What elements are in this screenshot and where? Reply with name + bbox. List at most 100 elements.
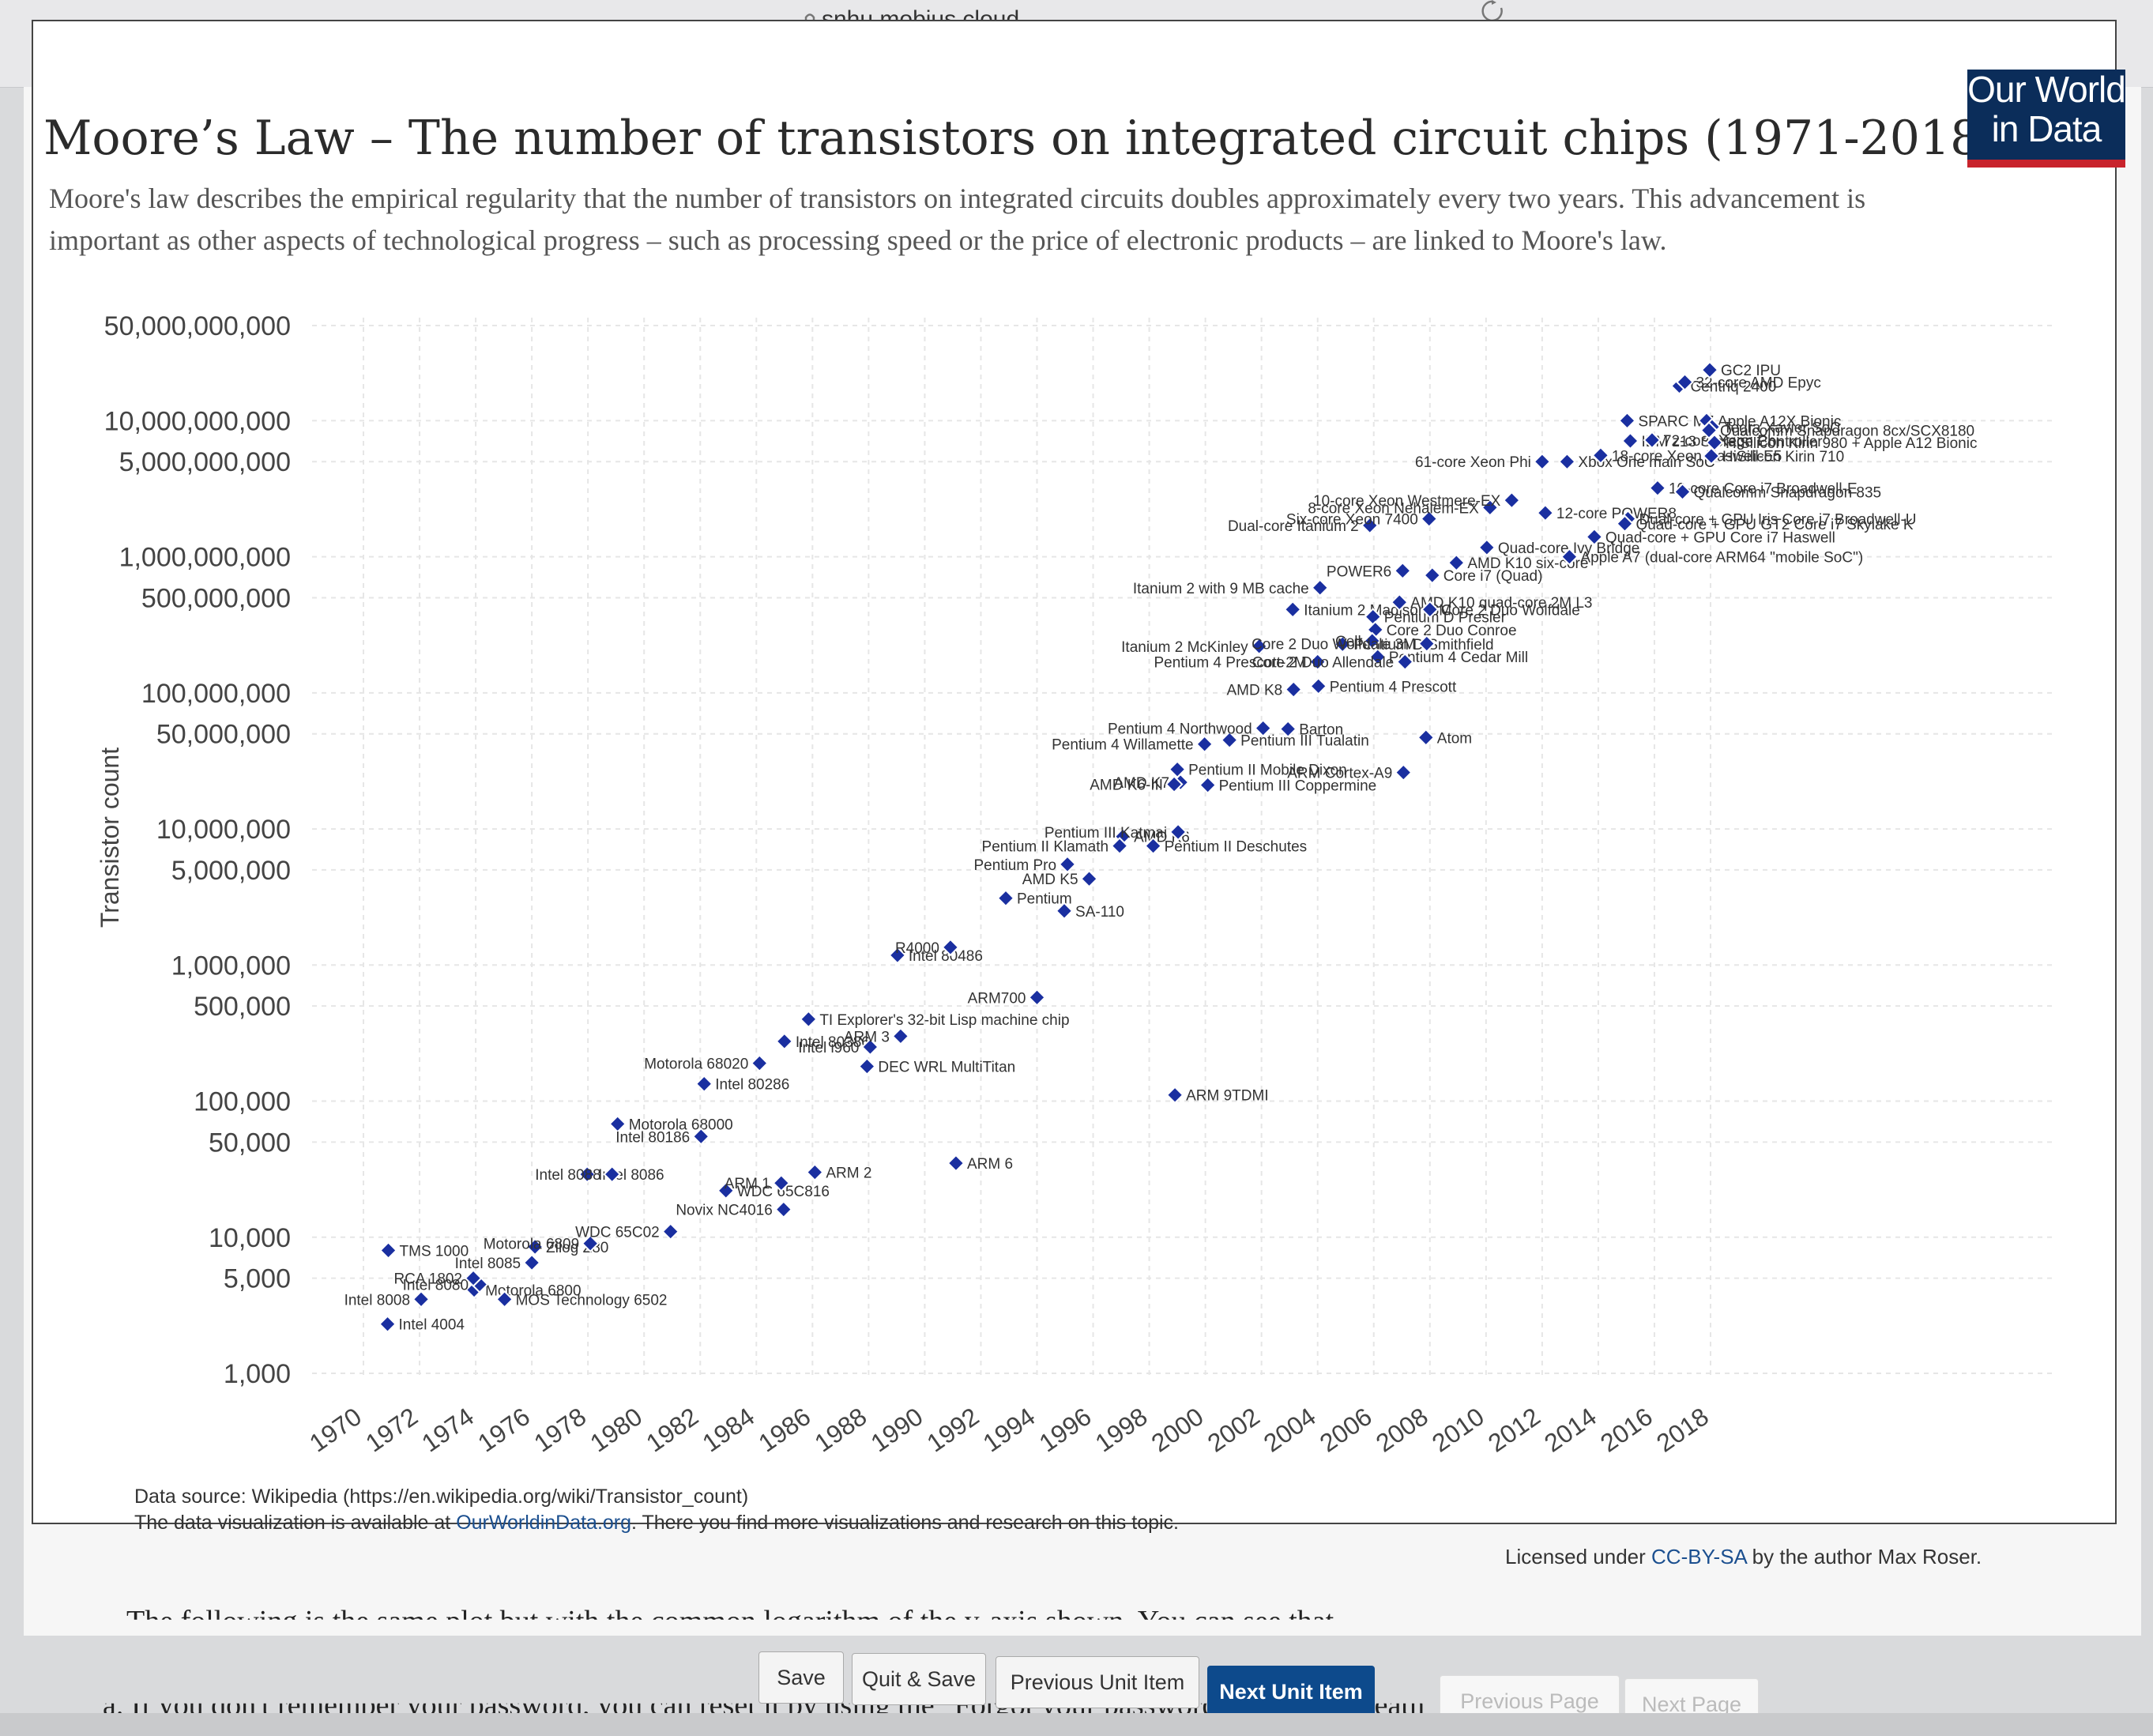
data-point (1278, 720, 1297, 738)
point-label: Intel 80486 (909, 948, 983, 965)
point-label: Pentium II Deschutes (1165, 839, 1308, 856)
data-point (1361, 516, 1380, 535)
point-label: Motorola 68020 (644, 1056, 748, 1073)
data-point (947, 1154, 965, 1173)
point-label: Barton (1299, 722, 1343, 739)
point-label: ARM700 (968, 990, 1026, 1007)
point-label: Cell (1335, 634, 1361, 650)
data-point (1699, 421, 1718, 439)
y-tick-label: 1,000,000,000 (119, 543, 291, 573)
x-tick-label: 2000 (1146, 1402, 1209, 1457)
point-label: AMD K10 quad-core 2M L3 (1410, 595, 1592, 612)
point-label: ARM 2 (826, 1165, 871, 1182)
point-label: Itanium 2 with 9 MB cache (1133, 581, 1309, 597)
point-label: Intel 4004 (399, 1317, 465, 1334)
x-tick-label: 1984 (697, 1402, 759, 1457)
owid-logo[interactable]: Our World in Data (1967, 70, 2126, 168)
data-point (1195, 735, 1214, 754)
point-label: Tegra Xavier SoC (1723, 420, 1841, 436)
point-label: ARM 9TDMI (1186, 1088, 1269, 1105)
point-label: Pentium 4 Prescott (1330, 679, 1457, 695)
data-point (888, 946, 907, 965)
data-point (1591, 446, 1610, 465)
license-text: Licensed under CC-BY-SA by the author Ma… (1505, 1545, 1982, 1569)
data-point (1395, 653, 1414, 672)
license-link[interactable]: CC-BY-SA (1651, 1545, 1747, 1568)
point-label: Quad-core + GPU Core i7 Haswell (1605, 529, 1835, 546)
data-point (1394, 763, 1413, 782)
data-point (1311, 578, 1330, 597)
save-button[interactable]: Save (758, 1651, 844, 1704)
source-line-2: The data visualization is available at O… (134, 1510, 1179, 1536)
point-label: Core 2 Duo Wolfdale 3M (1252, 637, 1416, 653)
point-label: ARM Cortex-A9 (1287, 766, 1392, 782)
point-label: Pentium II Mobile Dixon (1188, 763, 1347, 779)
data-point (857, 1057, 876, 1075)
y-tick-label: 10,000,000 (156, 815, 291, 845)
point-label: Intel 8008 (344, 1292, 410, 1309)
point-label: SA-110 (1075, 904, 1124, 921)
data-point (772, 1173, 791, 1192)
reload-icon[interactable] (1477, 0, 1509, 24)
point-label: Intel 8080 (403, 1277, 469, 1294)
x-tick-label: 1990 (865, 1402, 928, 1457)
next-unit-item-button[interactable]: Next Unit Item (1207, 1666, 1375, 1718)
partial-text-line: The following is the same plot but with … (126, 1604, 1334, 1620)
point-label: Six-core Xeon 7400 (1286, 512, 1418, 529)
data-point (603, 1165, 622, 1184)
owid-link[interactable]: OurWorldinData.org (456, 1512, 632, 1534)
point-label: Core 2 Duo Conroe (1387, 623, 1517, 639)
point-label: Qualcomm Snapdragon 835 (1693, 484, 1881, 501)
point-label: Pentium 4 Northwood (1108, 721, 1252, 738)
x-tick-label: 1988 (809, 1402, 871, 1457)
source-line-2-post: . There you find more visualizations and… (631, 1512, 1180, 1534)
data-point (799, 1010, 818, 1029)
point-label: WDC 65C816 (737, 1184, 830, 1200)
data-point (1165, 1086, 1184, 1105)
point-label: 12-core POWER8 (1556, 506, 1677, 522)
data-point (1055, 902, 1074, 921)
license-post: by the author Max Roser. (1746, 1545, 1982, 1568)
data-point (1621, 431, 1639, 450)
point-label: AMD K5 (1022, 872, 1078, 888)
previous-unit-item-button[interactable]: Previous Unit Item (996, 1656, 1199, 1708)
data-point (1368, 647, 1387, 666)
point-label: Apple A12X Bionic (1718, 413, 1841, 430)
data-point (525, 1237, 544, 1256)
point-label: AMD K8 (1226, 683, 1282, 699)
data-point (578, 1165, 597, 1184)
point-label: Intel 8088 (535, 1167, 600, 1184)
data-point (1417, 728, 1436, 747)
point-label: ARM 3 (844, 1029, 890, 1045)
point-label: HiSilicon Kirin 980 + Apple A12 Bionic (1726, 435, 1977, 452)
y-tick-label: 50,000,000 (156, 720, 291, 750)
chart-subtitle: Moore's law describes the empirical regu… (49, 183, 1866, 256)
data-point (1199, 776, 1218, 794)
data-point (1502, 491, 1521, 510)
y-tick-label: 500,000,000 (141, 583, 291, 613)
point-label: 8-core Xeon Nehalem-EX (1308, 500, 1479, 517)
point-label: Motorola 6809 (484, 1237, 579, 1253)
data-point (941, 938, 960, 957)
point-label: Atom (1437, 730, 1472, 747)
data-point (379, 1241, 397, 1260)
y-tick-label: 1,000 (224, 1359, 291, 1389)
data-point (1676, 373, 1694, 392)
data-point (1417, 635, 1436, 653)
data-point (608, 1114, 627, 1133)
data-point (774, 1200, 793, 1219)
point-label: Quad-core + GPU GT2 Core i7 Skylake K (1635, 517, 1913, 533)
point-label: Xbox One main SoC (1578, 454, 1714, 471)
data-point (1309, 676, 1328, 695)
x-tick-label: 1972 (360, 1402, 423, 1457)
data-point (1557, 452, 1576, 471)
point-label: Pentium 4 Willamette (1052, 737, 1194, 754)
source-line-2-pre: The data visualization is available at (134, 1512, 457, 1534)
data-point (1702, 446, 1721, 465)
data-point (1110, 837, 1129, 856)
quit-save-button[interactable]: Quit & Save (852, 1653, 986, 1705)
x-tick-label: 1970 (304, 1402, 367, 1457)
point-label: TI Explorer's 32-bit Lisp machine chip (819, 1012, 1069, 1029)
point-label: Core 2 Duo Wolfdale (1441, 602, 1580, 619)
data-point (1308, 653, 1327, 672)
